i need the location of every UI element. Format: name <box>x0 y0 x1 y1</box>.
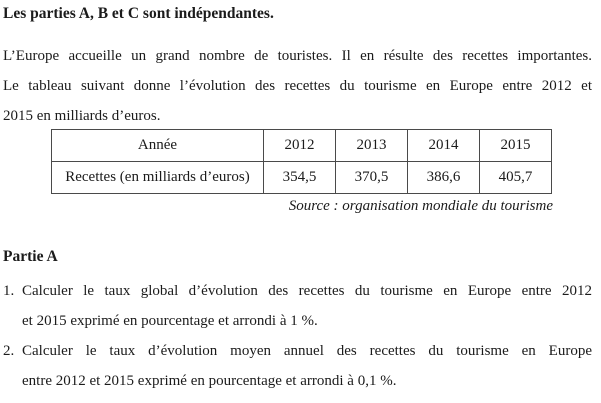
table-cell-annee-label: Année <box>51 129 264 162</box>
partie-a-heading: Partie A <box>3 248 58 265</box>
table-cell-value-2012: 354,5 <box>263 161 336 194</box>
revenue-table-container: Année 2012 2013 2014 2015 Recettes (en m… <box>51 129 552 194</box>
question-number: 2. <box>3 343 15 359</box>
table-cell-year-2015: 2015 <box>479 129 552 162</box>
question-line: Calculer le taux d’évolution moyen annue… <box>22 343 592 359</box>
intro-line: 2015 en milliards d’euros. <box>3 108 161 124</box>
intro-paragraph: L’Europe accueille un grand nombre de to… <box>3 41 592 131</box>
table-cell-value-2015: 405,7 <box>479 161 552 194</box>
partie-a-question-list: 1. Calculer le taux global d’évolution d… <box>3 276 592 396</box>
question-text: Calculer le taux global d’évolution des … <box>22 276 592 336</box>
table-header-row: Année 2012 2013 2014 2015 <box>51 129 552 162</box>
question-item-2: 2. Calculer le taux d’évolution moyen an… <box>3 336 592 396</box>
question-item-1: 1. Calculer le taux global d’évolution d… <box>3 276 592 336</box>
table-cell-year-2014: 2014 <box>407 129 480 162</box>
question-number: 1. <box>3 283 15 299</box>
intro-line: Le tableau suivant donne l’évolution des… <box>3 78 592 94</box>
table-data-row: Recettes (en milliards d’euros) 354,5 37… <box>51 161 552 194</box>
question-line: Calculer le taux global d’évolution des … <box>22 283 592 299</box>
table-cell-year-2013: 2013 <box>335 129 408 162</box>
question-line: entre 2012 et 2015 exprimé en pourcentag… <box>22 373 397 389</box>
table-cell-value-2014: 386,6 <box>407 161 480 194</box>
independence-note-heading: Les parties A, B et C sont indépendantes… <box>3 5 274 22</box>
revenue-table: Année 2012 2013 2014 2015 Recettes (en m… <box>51 129 552 194</box>
table-source-caption: Source : organisation mondiale du touris… <box>288 198 553 214</box>
table-cell-value-2013: 370,5 <box>335 161 408 194</box>
question-text: Calculer le taux d’évolution moyen annue… <box>22 336 592 396</box>
intro-line: L’Europe accueille un grand nombre de to… <box>3 48 592 64</box>
table-cell-recettes-label: Recettes (en milliards d’euros) <box>51 161 264 194</box>
question-line: et 2015 exprimé en pourcentage et arrond… <box>22 313 318 329</box>
table-cell-year-2012: 2012 <box>263 129 336 162</box>
